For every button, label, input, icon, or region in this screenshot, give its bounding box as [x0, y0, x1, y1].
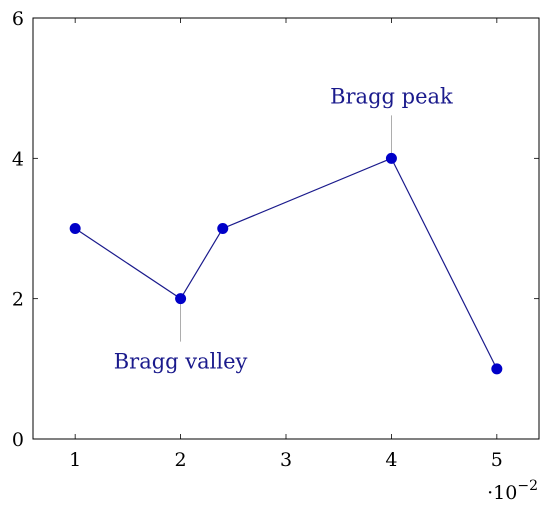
data-point — [217, 223, 229, 234]
series-line — [74, 157, 498, 370]
y-tick-label: 2 — [12, 289, 24, 311]
data-point — [69, 223, 81, 234]
plot-frame — [32, 17, 540, 440]
data-point — [491, 363, 503, 375]
x-multiplier-base: ·10 — [487, 482, 517, 503]
annotation-label: Bragg peak — [330, 84, 453, 108]
x-tick-label: 4 — [385, 449, 397, 471]
y-tick-label: 4 — [12, 148, 24, 170]
x-tick-label: 1 — [69, 449, 81, 471]
y-tick-label: 6 — [12, 8, 24, 30]
x-tick-label: 2 — [175, 449, 187, 471]
x-tick-label: 3 — [280, 449, 292, 471]
x-axis-multiplier: ·10−2 — [487, 478, 538, 503]
data-point — [385, 152, 397, 164]
y-tick-label: 0 — [12, 429, 24, 451]
data-point — [175, 293, 187, 305]
annotation-label: Bragg valley — [114, 350, 248, 374]
x-multiplier-exponent: −2 — [517, 478, 538, 494]
x-tick-label: 5 — [491, 449, 503, 471]
